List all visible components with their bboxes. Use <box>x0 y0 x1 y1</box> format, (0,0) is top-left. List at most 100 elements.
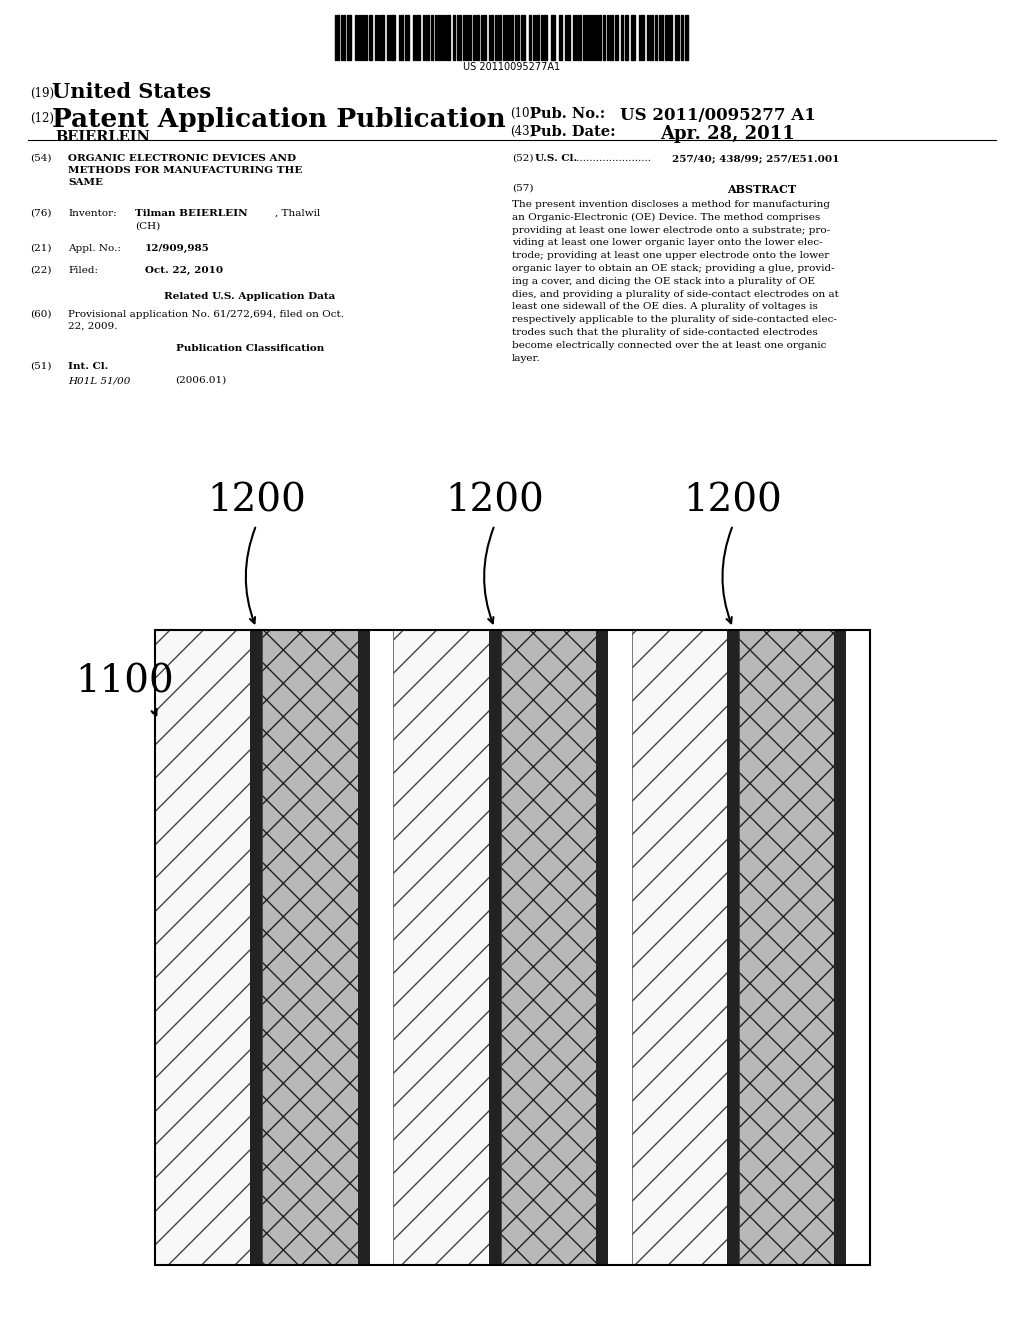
Bar <box>835 630 846 1265</box>
Text: 1200: 1200 <box>445 483 544 520</box>
Text: 1200: 1200 <box>684 483 782 520</box>
Text: (19): (19) <box>30 87 54 100</box>
Bar <box>632 630 727 1265</box>
Text: dies, and providing a plurality of side-contact electrodes on at: dies, and providing a plurality of side-… <box>512 289 839 298</box>
Bar <box>431 15 433 59</box>
Text: (76): (76) <box>30 209 51 218</box>
Text: an Organic-Electronic (OE) Device. The method comprises: an Organic-Electronic (OE) Device. The m… <box>512 213 820 222</box>
Bar <box>347 15 351 59</box>
Bar <box>343 15 345 59</box>
Bar <box>483 15 486 59</box>
Text: Tilman BEIERLEIN: Tilman BEIERLEIN <box>135 209 248 218</box>
Bar <box>621 15 623 59</box>
Text: Publication Classification: Publication Classification <box>176 345 325 352</box>
Bar <box>427 15 429 59</box>
Bar <box>625 15 628 59</box>
Text: Patent Application Publication: Patent Application Publication <box>52 107 506 132</box>
Bar <box>381 15 384 59</box>
Bar <box>685 15 688 59</box>
Bar <box>669 15 672 59</box>
Bar <box>501 630 596 1265</box>
Bar <box>579 15 581 59</box>
Text: (60): (60) <box>30 310 51 319</box>
Text: (52): (52) <box>512 154 534 162</box>
Text: (CH): (CH) <box>135 222 160 231</box>
Bar <box>521 15 525 59</box>
Text: ABSTRACT: ABSTRACT <box>727 183 797 195</box>
Bar <box>155 630 250 1265</box>
Bar <box>739 630 835 1265</box>
Bar <box>739 630 835 1265</box>
Text: Filed:: Filed: <box>68 267 98 275</box>
Bar <box>537 15 539 59</box>
Text: U.S. Cl.: U.S. Cl. <box>535 154 578 162</box>
Bar <box>655 15 657 59</box>
Text: layer.: layer. <box>512 354 541 363</box>
Text: organic layer to obtain an OE stack; providing a glue, provid-: organic layer to obtain an OE stack; pro… <box>512 264 835 273</box>
Text: US 2011/0095277 A1: US 2011/0095277 A1 <box>620 107 816 124</box>
Bar <box>596 630 608 1265</box>
Bar <box>511 15 513 59</box>
Text: 1100: 1100 <box>75 664 174 701</box>
Text: Inventor:: Inventor: <box>68 209 117 218</box>
Bar <box>262 630 357 1265</box>
Bar <box>529 15 531 59</box>
Bar <box>488 630 501 1265</box>
Bar <box>551 15 555 59</box>
Bar <box>651 15 653 59</box>
Bar <box>155 630 870 1265</box>
Bar <box>662 15 663 59</box>
Text: ORGANIC ELECTRONIC DEVICES AND
METHODS FOR MANUFACTURING THE
SAME: ORGANIC ELECTRONIC DEVICES AND METHODS F… <box>68 154 302 186</box>
Text: The present invention discloses a method for manufacturing: The present invention discloses a method… <box>512 201 830 209</box>
Text: (12): (12) <box>30 112 54 125</box>
Text: (54): (54) <box>30 154 51 162</box>
Bar <box>559 15 562 59</box>
Text: Provisional application No. 61/272,694, filed on Oct.
22, 2009.: Provisional application No. 61/272,694, … <box>68 310 344 331</box>
Bar <box>447 15 450 59</box>
Bar <box>365 15 367 59</box>
Bar <box>250 630 262 1265</box>
Text: H01L 51/00: H01L 51/00 <box>68 376 130 385</box>
Text: (57): (57) <box>512 183 534 193</box>
Bar <box>401 15 403 59</box>
Text: viding at least one lower organic layer onto the lower elec-: viding at least one lower organic layer … <box>512 239 822 247</box>
Text: (22): (22) <box>30 267 51 275</box>
Text: Appl. No.:: Appl. No.: <box>68 244 121 253</box>
Bar <box>677 15 679 59</box>
Bar <box>453 15 455 59</box>
Text: Pub. No.:: Pub. No.: <box>530 107 605 121</box>
Text: ........................: ........................ <box>573 154 651 162</box>
Bar <box>369 15 372 59</box>
Text: (2006.01): (2006.01) <box>175 376 226 385</box>
Text: US 20110095277A1: US 20110095277A1 <box>464 62 560 73</box>
Text: trodes such that the plurality of side-contacted electrodes: trodes such that the plurality of side-c… <box>512 327 818 337</box>
Text: providing at least one lower electrode onto a substrate; pro-: providing at least one lower electrode o… <box>512 226 830 235</box>
Text: Oct. 22, 2010: Oct. 22, 2010 <box>145 267 223 275</box>
Text: (51): (51) <box>30 362 51 371</box>
Text: Pub. Date:: Pub. Date: <box>530 125 615 139</box>
Bar <box>499 15 501 59</box>
Bar <box>490 15 493 59</box>
Bar <box>155 630 870 1265</box>
Text: (21): (21) <box>30 244 51 253</box>
Bar <box>393 630 488 1265</box>
Bar <box>357 630 370 1265</box>
Bar <box>567 15 570 59</box>
Bar <box>611 15 613 59</box>
Text: become electrically connected over the at least one organic: become electrically connected over the a… <box>512 341 826 350</box>
Bar <box>641 15 644 59</box>
Text: (43): (43) <box>510 125 535 139</box>
Bar <box>477 15 479 59</box>
Bar <box>262 630 357 1265</box>
Bar <box>603 15 605 59</box>
Text: 1200: 1200 <box>207 483 306 520</box>
Text: Int. Cl.: Int. Cl. <box>68 362 109 371</box>
Bar <box>517 15 519 59</box>
Text: respectively applicable to the plurality of side-contacted elec-: respectively applicable to the plurality… <box>512 315 837 325</box>
Text: trode; providing at least one upper electrode onto the lower: trode; providing at least one upper elec… <box>512 251 829 260</box>
Text: United States: United States <box>52 82 211 102</box>
Bar <box>632 630 727 1265</box>
Bar <box>501 630 596 1265</box>
Bar <box>406 15 409 59</box>
Bar <box>417 15 420 59</box>
